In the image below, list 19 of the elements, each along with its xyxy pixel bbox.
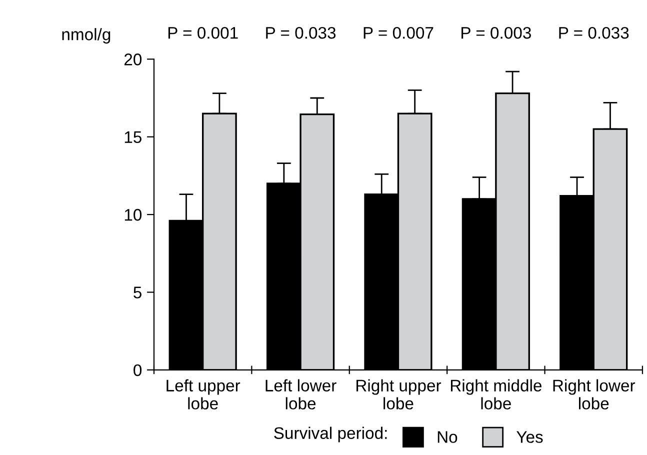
x-tick-label: Left lower lobe	[266, 379, 336, 410]
y-tick-label: 15	[124, 131, 142, 144]
x-tick-label: Right upper lobe	[356, 379, 442, 410]
legend-label: Yes	[516, 431, 543, 443]
text: P = 0.033	[266, 26, 336, 39]
text: P = 0.007	[364, 26, 434, 39]
y-tick-label: 0	[134, 364, 142, 376]
y-tick-label: 10	[124, 208, 142, 221]
x-tick-label: Left upper lobe	[166, 379, 240, 410]
y-tick-label: 5	[134, 286, 142, 298]
y-axis-title: nmol/g	[62, 28, 110, 44]
x-tick-label: Right middle lobe	[450, 379, 542, 410]
legend-label: No	[438, 431, 458, 443]
text: P = 0.033	[559, 26, 629, 39]
text: P = 0.001	[168, 26, 238, 39]
y-tick-label: 20	[124, 54, 142, 66]
legend-title: Survival period:	[274, 426, 387, 442]
x-tick-label: Right lower lobe	[553, 379, 636, 410]
text: P = 0.003	[462, 26, 531, 39]
